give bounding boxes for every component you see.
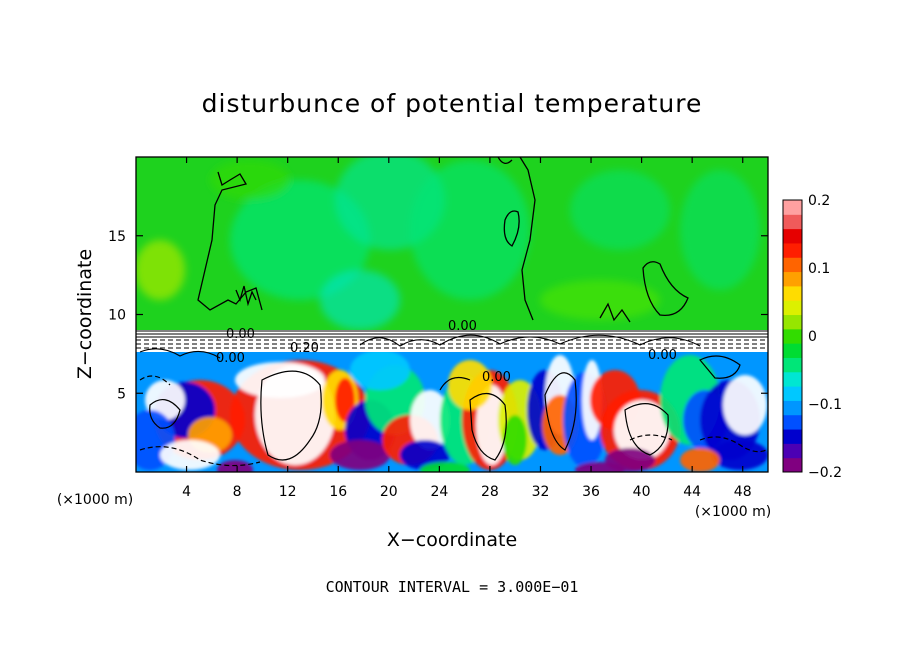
field-blob — [503, 415, 527, 465]
field-blob — [330, 440, 390, 470]
contour-line — [149, 399, 181, 429]
colorbar-tick-label: 0.2 — [808, 193, 830, 209]
chart-title: disturbunce of potential temperature — [202, 89, 703, 118]
colorbar-segment — [783, 357, 802, 373]
plot-area — [136, 157, 768, 472]
colorbar-segment — [783, 271, 802, 287]
field-blob — [420, 462, 470, 472]
field-blob — [160, 440, 220, 470]
y-tick-label: 15 — [108, 229, 126, 245]
x-axis-label: X−coordinate — [387, 529, 517, 551]
colorbar-tick-label: −0.1 — [808, 397, 842, 413]
colorbar-segment — [783, 300, 802, 316]
contour-label: 0.00 — [226, 327, 255, 342]
field-blob — [350, 350, 410, 390]
x-tick-label: 28 — [481, 484, 499, 500]
colorbar-tick-label: −0.2 — [808, 465, 842, 481]
y-axis: 5 10 15 — [108, 229, 768, 402]
x-tick-label: 4 — [182, 484, 191, 500]
contour-line-dashed — [699, 436, 767, 453]
y-tick-label: 10 — [108, 308, 126, 324]
contour-label-group: 0.00 0.00 0.20 0.00 0.00 0.00 — [216, 319, 677, 385]
field-blob — [410, 390, 450, 450]
colorbar-segment — [783, 257, 802, 273]
field-blob — [614, 400, 670, 460]
colorbar-segment — [783, 414, 802, 430]
colorbar-segment — [783, 400, 802, 416]
colorbar-segment — [783, 457, 802, 473]
x-tick-label: 32 — [532, 484, 550, 500]
contour-label: 0.00 — [648, 348, 677, 363]
contour-line — [260, 370, 322, 461]
contour-line — [624, 403, 669, 456]
field-blob — [335, 378, 355, 422]
x-unit-right: (×1000 m) — [695, 504, 771, 520]
contour-label: 0.00 — [482, 370, 511, 385]
contour-line — [469, 393, 507, 461]
contour-line-dashed — [139, 446, 261, 467]
field-blob — [448, 360, 492, 410]
upper-contours — [197, 157, 689, 323]
y-tick-label: 5 — [117, 386, 126, 402]
colorbar-segment — [783, 242, 802, 258]
y-axis-label: Z−coordinate — [74, 249, 96, 379]
field-blob — [680, 448, 720, 472]
x-tick-label: 44 — [683, 484, 701, 500]
contour-line-dashed — [139, 375, 171, 386]
contour-label: 0.20 — [290, 341, 319, 356]
x-tick-label: 24 — [430, 484, 448, 500]
field-blob — [712, 440, 768, 470]
colorbar-segment — [783, 429, 802, 444]
x-tick-label: 8 — [233, 484, 242, 500]
x-tick-label: 12 — [279, 484, 297, 500]
colorbar-segment — [783, 200, 802, 215]
field-blob — [217, 460, 253, 472]
contour-label: 0.00 — [216, 351, 245, 366]
lower-contours — [139, 355, 767, 467]
colorbar-segment — [783, 386, 802, 401]
contour-line — [699, 355, 741, 379]
colorbar-segment — [783, 343, 802, 358]
colorbar-segment — [783, 314, 802, 330]
x-tick-label: 16 — [329, 484, 347, 500]
contour-line-dashed — [629, 434, 673, 441]
contour-line — [439, 377, 471, 391]
x-tick-label: 20 — [380, 484, 398, 500]
band-contours — [136, 330, 768, 359]
contour-interval-note: CONTOUR INTERVAL = 3.000E−01 — [326, 578, 579, 596]
x-tick-label: 40 — [633, 484, 651, 500]
x-unit-left: (×1000 m) — [57, 492, 133, 508]
colorbar: 0.2 0.1 0 −0.1 −0.2 — [782, 193, 842, 481]
field-blob — [235, 362, 325, 398]
colorbar-segment — [783, 371, 802, 387]
upper-field-texture — [136, 157, 760, 330]
colorbar-segment — [783, 214, 802, 230]
colorbar-segment — [783, 443, 802, 459]
contour-label: 0.00 — [448, 319, 477, 334]
colorbar-segment — [783, 228, 802, 244]
contour-line — [544, 372, 577, 451]
colorbar-tick-label: 0 — [808, 329, 817, 345]
x-axis: 4 8 12 16 20 24 28 32 36 40 44 48 — [182, 157, 752, 500]
colorbar-tick-label: 0.1 — [808, 261, 830, 277]
x-tick-label: 48 — [734, 484, 752, 500]
colorbar-frame — [782, 199, 803, 473]
field-blob — [575, 462, 625, 472]
colorbar-segment — [783, 285, 802, 301]
x-tick-label: 36 — [582, 484, 600, 500]
colorbar-segment — [783, 328, 802, 344]
lower-field-blobs — [136, 350, 768, 472]
field-blob — [723, 375, 767, 435]
